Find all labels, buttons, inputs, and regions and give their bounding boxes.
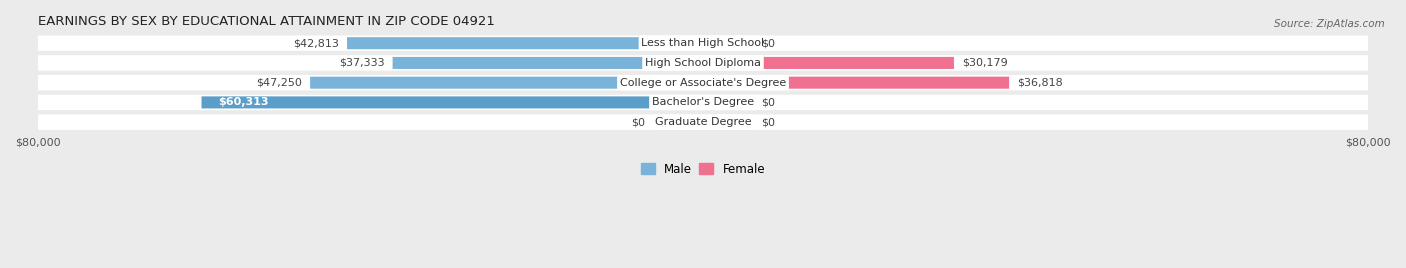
Text: EARNINGS BY SEX BY EDUCATIONAL ATTAINMENT IN ZIP CODE 04921: EARNINGS BY SEX BY EDUCATIONAL ATTAINMEN…	[38, 15, 495, 28]
FancyBboxPatch shape	[38, 95, 1368, 110]
Text: $0: $0	[761, 38, 775, 48]
Text: $36,818: $36,818	[1018, 78, 1063, 88]
Text: $0: $0	[761, 117, 775, 127]
FancyBboxPatch shape	[38, 114, 1368, 130]
Text: Bachelor's Degree: Bachelor's Degree	[652, 97, 754, 107]
FancyBboxPatch shape	[347, 37, 703, 49]
FancyBboxPatch shape	[311, 77, 703, 89]
Legend: Male, Female: Male, Female	[636, 158, 770, 180]
Text: Less than High School: Less than High School	[641, 38, 765, 48]
Text: $0: $0	[761, 97, 775, 107]
Text: $60,313: $60,313	[218, 97, 269, 107]
FancyBboxPatch shape	[703, 116, 752, 128]
FancyBboxPatch shape	[703, 77, 1010, 89]
FancyBboxPatch shape	[703, 96, 752, 109]
Text: $30,179: $30,179	[962, 58, 1008, 68]
FancyBboxPatch shape	[654, 116, 703, 128]
Text: $0: $0	[631, 117, 645, 127]
Text: High School Diploma: High School Diploma	[645, 58, 761, 68]
FancyBboxPatch shape	[392, 57, 703, 69]
Text: $37,333: $37,333	[339, 58, 384, 68]
FancyBboxPatch shape	[703, 57, 953, 69]
Text: Graduate Degree: Graduate Degree	[655, 117, 751, 127]
Text: Source: ZipAtlas.com: Source: ZipAtlas.com	[1274, 19, 1385, 29]
FancyBboxPatch shape	[38, 55, 1368, 71]
Text: College or Associate's Degree: College or Associate's Degree	[620, 78, 786, 88]
FancyBboxPatch shape	[38, 35, 1368, 51]
FancyBboxPatch shape	[38, 75, 1368, 90]
Text: $47,250: $47,250	[256, 78, 302, 88]
Text: $42,813: $42,813	[292, 38, 339, 48]
FancyBboxPatch shape	[703, 37, 752, 49]
FancyBboxPatch shape	[201, 96, 703, 109]
